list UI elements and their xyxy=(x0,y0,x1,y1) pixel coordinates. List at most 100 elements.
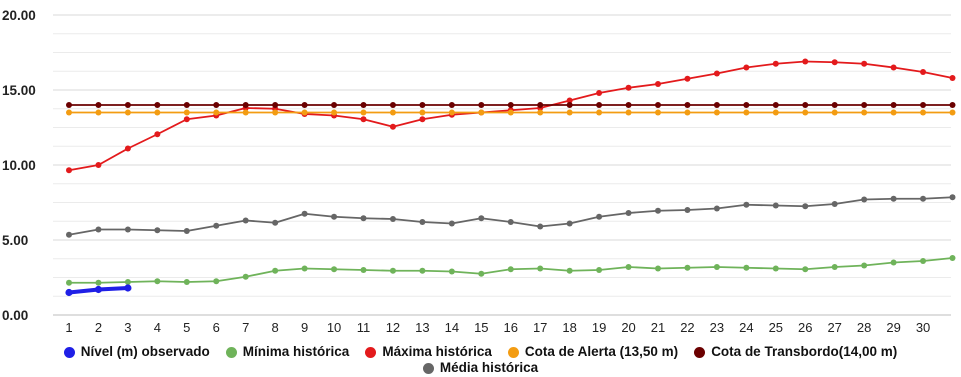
legend-item: Máxima histórica xyxy=(365,344,492,360)
data-point xyxy=(802,109,809,116)
data-point xyxy=(920,109,927,116)
data-point xyxy=(596,90,603,96)
data-point xyxy=(419,102,426,108)
data-point xyxy=(861,60,868,67)
data-point xyxy=(920,69,927,75)
data-point xyxy=(655,109,661,116)
data-point xyxy=(537,109,544,116)
data-point xyxy=(861,196,868,203)
data-point xyxy=(655,207,661,214)
data-point xyxy=(331,266,338,273)
x-tick-label: 28 xyxy=(857,320,871,335)
series-line xyxy=(68,60,954,172)
data-point xyxy=(713,205,720,212)
data-point xyxy=(183,279,190,285)
data-point xyxy=(537,265,544,272)
x-tick-label: 13 xyxy=(415,320,429,335)
data-point xyxy=(419,116,426,123)
data-point xyxy=(242,217,249,224)
data-point xyxy=(389,267,396,274)
data-point xyxy=(890,109,897,116)
x-tick-label: 4 xyxy=(154,320,161,335)
data-point xyxy=(183,228,190,234)
x-axis-ticks: 1 2 3 4 5 6 7 8 9 10 11 12 13 14 15 16 17 18 19 20 21 22 23 24 2… xyxy=(65,320,930,335)
data-point xyxy=(213,102,220,108)
x-tick-label: 21 xyxy=(651,320,665,335)
data-point xyxy=(183,116,190,123)
y-tick-label: 20.00 xyxy=(2,8,36,23)
legend-item: Cota de Transbordo(14,00 m) xyxy=(694,344,897,360)
data-point xyxy=(154,131,161,138)
data-point xyxy=(772,60,779,67)
data-point xyxy=(154,227,161,234)
data-point xyxy=(448,109,455,116)
x-tick-label: 24 xyxy=(739,320,753,335)
data-point xyxy=(772,265,779,272)
legend-label: Média histórica xyxy=(439,360,539,375)
data-point xyxy=(743,102,750,108)
data-point xyxy=(331,102,338,108)
y-tick-label: 10.00 xyxy=(2,158,36,173)
data-point xyxy=(713,70,720,77)
data-point xyxy=(684,264,691,271)
data-point xyxy=(124,102,131,108)
x-tick-label: 7 xyxy=(242,320,249,335)
data-point xyxy=(419,267,426,274)
data-point xyxy=(596,213,603,220)
x-tick-label: 26 xyxy=(798,320,812,335)
data-point xyxy=(124,284,132,292)
data-point xyxy=(389,102,396,108)
data-point xyxy=(713,264,720,270)
data-point xyxy=(124,145,131,152)
y-tick-label: 5.00 xyxy=(2,233,28,248)
data-point xyxy=(95,102,102,108)
data-point xyxy=(183,109,190,116)
x-tick-label: 30 xyxy=(916,320,930,335)
legend-marker xyxy=(365,346,377,358)
data-point xyxy=(596,102,603,108)
x-tick-label: 23 xyxy=(710,320,724,335)
data-point xyxy=(802,102,809,108)
data-point xyxy=(890,102,897,108)
data-point xyxy=(419,219,426,225)
data-point xyxy=(537,223,544,230)
data-point xyxy=(625,84,632,91)
data-point xyxy=(478,270,485,277)
x-tick-label: 20 xyxy=(621,320,635,335)
x-tick-label: 6 xyxy=(213,320,220,335)
data-point xyxy=(154,102,161,108)
data-point xyxy=(331,109,338,116)
data-point xyxy=(124,109,131,116)
legend-label: Cota de Transbordo(14,00 m) xyxy=(711,344,898,359)
data-point xyxy=(772,109,779,116)
data-point xyxy=(301,210,308,217)
legend-item: Mínima histórica xyxy=(225,344,349,360)
data-point xyxy=(360,215,367,222)
data-point xyxy=(448,102,455,108)
legend-item: Cota de Alerta (13,50 m) xyxy=(507,344,678,360)
data-point xyxy=(213,222,220,229)
data-point xyxy=(507,266,514,273)
data-point xyxy=(537,102,544,108)
x-tick-label: 2 xyxy=(95,320,102,335)
legend-label: Máxima histórica xyxy=(382,344,492,359)
data-point xyxy=(684,102,691,108)
data-point xyxy=(949,194,956,201)
data-point xyxy=(95,162,102,168)
legend-item: Média histórica xyxy=(422,360,539,376)
data-point xyxy=(507,219,514,225)
x-tick-label: 12 xyxy=(386,320,400,335)
legend-row: Nível (m) observado Mínima histórica Máxim… xyxy=(0,344,961,360)
data-point xyxy=(802,58,809,65)
data-point xyxy=(625,264,632,270)
data-point xyxy=(596,267,603,273)
data-point xyxy=(66,102,72,108)
y-tick-label: 15.00 xyxy=(2,83,36,98)
data-point xyxy=(684,109,691,116)
x-tick-label: 22 xyxy=(680,320,694,335)
legend-marker xyxy=(694,346,706,358)
data-point xyxy=(861,102,868,108)
data-point xyxy=(920,195,927,202)
data-point xyxy=(655,265,661,272)
data-point xyxy=(831,264,838,270)
